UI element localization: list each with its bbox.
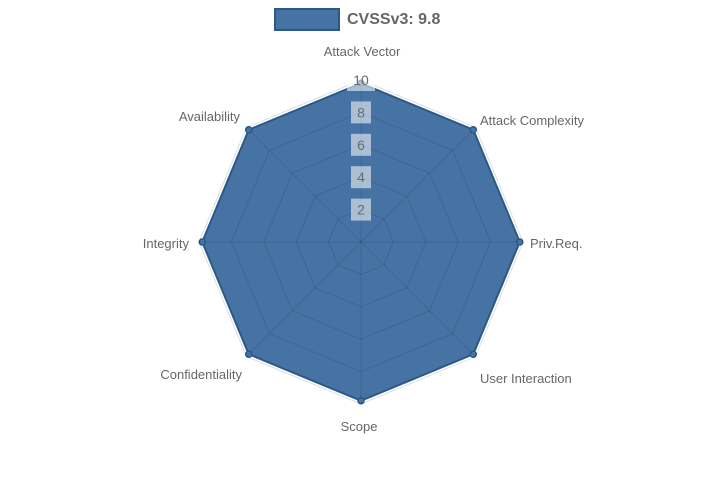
tick-label-8: 8 (357, 104, 365, 120)
tick-label-6: 6 (357, 137, 365, 153)
axis-label-user-interaction: User Interaction (480, 371, 572, 386)
tick-label-10: 10 (353, 72, 369, 88)
grid-ring-10 (198, 79, 524, 405)
grid-ring-8 (230, 111, 492, 373)
axis-label-priv-req: Priv.Req. (530, 236, 583, 251)
tick-backdrop-2 (351, 198, 371, 221)
tick-backdrop-6 (351, 133, 371, 156)
tick-label-2: 2 (357, 202, 365, 218)
legend-swatch (274, 8, 340, 31)
grid-spoke-availability (246, 127, 362, 243)
axis-label-attack-vector: Attack Vector (324, 44, 401, 59)
vertex-dot-attack-complexity (469, 125, 478, 134)
axis-label-attack-complexity: Attack Complexity (480, 113, 585, 128)
axis-label-confidentiality: Confidentiality (160, 367, 242, 382)
vertex-dot-priv-req (516, 238, 524, 246)
axis-label-scope: Scope (341, 419, 378, 434)
legend-label: CVSSv3: 9.8 (347, 11, 441, 28)
vertex-dot-integrity (198, 238, 206, 246)
grid-ring-6 (263, 144, 459, 340)
grid-ring-2 (328, 209, 394, 275)
grid-spoke-user-interaction (360, 241, 476, 357)
vertex-dot-availability (244, 125, 253, 134)
tick-backdrop-10 (347, 69, 375, 91)
axis-label-integrity: Integrity (143, 236, 190, 251)
vertex-dot-user-interaction (469, 350, 478, 359)
grid-spoke-confidentiality (246, 241, 362, 357)
axis-label-availability: Availability (179, 109, 241, 124)
tick-label-4: 4 (357, 169, 365, 185)
vertex-dot-scope (357, 397, 365, 405)
grid-ring-4 (295, 176, 427, 308)
vertex-dot-confidentiality (244, 350, 253, 359)
tick-backdrop-8 (351, 101, 371, 124)
tick-backdrop-4 (351, 166, 371, 189)
grid-spoke-attack-complexity (360, 127, 476, 243)
legend-item-cvssv3[interactable]: CVSSv3: 9.8 (274, 8, 440, 31)
